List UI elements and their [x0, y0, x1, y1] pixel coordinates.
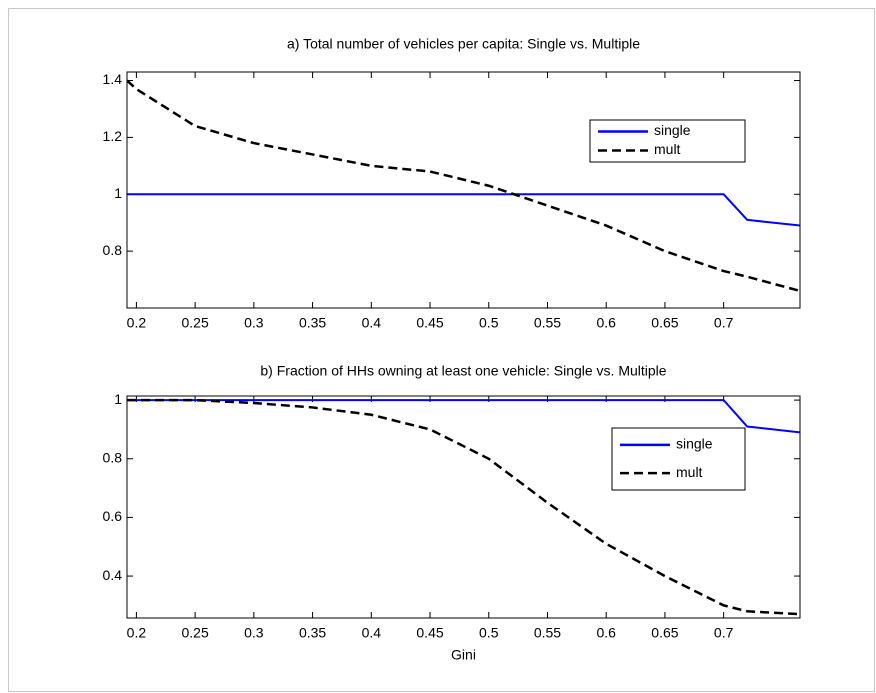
- legend-label: single: [654, 122, 691, 138]
- plot-area: [127, 72, 800, 308]
- x-tick-label: 0.6: [596, 315, 616, 331]
- legend-box: [589, 119, 746, 163]
- axes-box: [126, 71, 801, 309]
- chart-title: a) Total number of vehicles per capita: …: [287, 36, 640, 52]
- y-tick-label: 0.8: [103, 449, 123, 465]
- x-tick-label: 0.4: [362, 625, 382, 641]
- x-tick-label: 0.25: [181, 625, 208, 641]
- x-tick-label: 0.7: [714, 625, 734, 641]
- axes-box: [126, 395, 801, 619]
- series-line: [127, 79, 800, 293]
- y-tick-label: 0.8: [103, 242, 123, 258]
- x-tick-label: 0.2: [127, 625, 147, 641]
- y-tick-label: 0.4: [103, 567, 123, 583]
- y-tick-label: 1: [114, 391, 122, 407]
- y-tick-label: 1: [114, 185, 122, 201]
- x-tick-label: 0.4: [362, 315, 382, 331]
- x-tick-label: 0.45: [416, 315, 443, 331]
- y-tick-label: 1.4: [103, 71, 123, 87]
- y-tick-label: 1.2: [103, 128, 123, 144]
- x-tick-label: 0.2: [127, 315, 147, 331]
- legend-label: mult: [654, 141, 681, 157]
- x-tick-label: 0.25: [181, 315, 208, 331]
- legend-box: [611, 427, 746, 491]
- y-tick-label: 0.6: [103, 508, 123, 524]
- x-tick-label: 0.3: [244, 625, 264, 641]
- x-tick-label: 0.65: [651, 625, 678, 641]
- series-line: [127, 398, 800, 616]
- x-tick-label: 0.55: [534, 625, 561, 641]
- x-axis-label: Gini: [451, 647, 476, 663]
- x-tick-label: 0.5: [479, 315, 499, 331]
- series-line: [127, 193, 800, 227]
- legend-label: single: [676, 436, 713, 452]
- x-tick-label: 0.35: [299, 625, 326, 641]
- legend-label: mult: [676, 464, 703, 480]
- x-tick-label: 0.3: [244, 315, 264, 331]
- x-tick-label: 0.35: [299, 315, 326, 331]
- x-tick-label: 0.55: [534, 315, 561, 331]
- chart-title: b) Fraction of HHs owning at least one v…: [260, 363, 666, 379]
- x-tick-label: 0.45: [416, 625, 443, 641]
- x-tick-label: 0.6: [596, 625, 616, 641]
- x-tick-label: 0.5: [479, 625, 499, 641]
- x-tick-label: 0.65: [651, 315, 678, 331]
- x-tick-label: 0.7: [714, 315, 734, 331]
